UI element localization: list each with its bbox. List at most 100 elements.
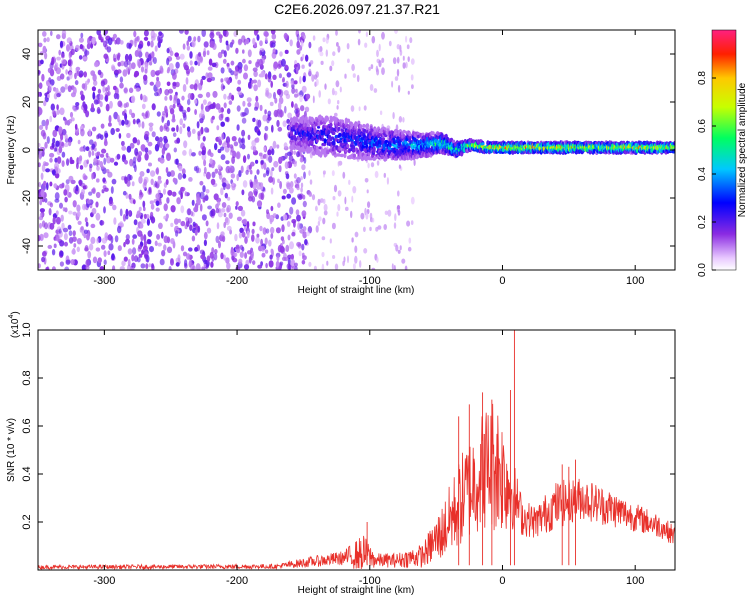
- noise-cell: [121, 260, 126, 267]
- noise-cell: [205, 189, 210, 194]
- noise-cell: [172, 81, 177, 87]
- noise-cell: [154, 240, 158, 247]
- noise-cell: [88, 243, 94, 251]
- faint-noise-cell: [397, 209, 401, 216]
- noise-cell: [165, 167, 169, 174]
- noise-cell: [181, 95, 185, 101]
- noise-cell: [169, 50, 174, 57]
- noise-cell: [124, 112, 128, 121]
- noise-cell: [189, 51, 193, 59]
- noise-cell: [223, 221, 226, 229]
- noise-cell: [59, 250, 64, 257]
- signal-cell: [362, 123, 366, 128]
- faint-noise-cell: [384, 210, 389, 215]
- noise-cell: [123, 86, 128, 95]
- noise-cell: [181, 109, 187, 115]
- noise-cell: [175, 262, 180, 267]
- noise-cell: [38, 263, 41, 269]
- noise-cell: [231, 136, 237, 142]
- noise-cell: [101, 189, 105, 194]
- faint-noise-cell: [406, 44, 410, 50]
- noise-cell: [164, 96, 168, 101]
- noise-cell: [246, 221, 250, 229]
- noise-cell: [230, 173, 236, 179]
- noise-cell: [72, 86, 77, 95]
- noise-cell: [185, 68, 191, 75]
- noise-cell: [207, 66, 213, 71]
- noise-cell: [64, 196, 68, 203]
- noise-cell: [270, 30, 276, 35]
- faint-noise-cell: [392, 57, 397, 65]
- noise-cell: [281, 78, 285, 83]
- noise-cell: [211, 62, 217, 68]
- noise-cell: [197, 225, 201, 233]
- noise-cell: [143, 234, 147, 242]
- faint-noise-cell: [337, 190, 342, 197]
- noise-cell: [85, 146, 90, 152]
- faint-noise-cell: [367, 162, 370, 169]
- figure-title: C2E6.2026.097.21.37.R21: [274, 1, 440, 17]
- noise-cell: [72, 105, 75, 110]
- colorbar-tick-label: 0.0: [697, 263, 708, 277]
- faint-noise-cell: [351, 63, 355, 72]
- x-tick-label: -200: [226, 275, 248, 287]
- faint-noise-cell: [399, 49, 403, 56]
- noise-cell: [275, 260, 280, 268]
- noise-cell: [72, 200, 77, 208]
- noise-cell: [226, 262, 231, 270]
- noise-cell: [291, 197, 297, 205]
- noise-cell: [75, 184, 79, 192]
- noise-cell: [46, 182, 49, 191]
- noise-cell: [282, 188, 287, 194]
- faint-noise-cell: [387, 209, 392, 217]
- noise-cell: [83, 71, 87, 78]
- noise-cell: [49, 152, 55, 158]
- noise-cell: [43, 37, 47, 43]
- noise-cell: [152, 33, 157, 38]
- noise-cell: [166, 246, 173, 254]
- noise-cell: [107, 37, 113, 46]
- noise-cell: [187, 92, 193, 100]
- noise-cell: [293, 80, 298, 85]
- signal-cell: [363, 128, 367, 133]
- noise-cell: [270, 169, 273, 178]
- signal-cell: [350, 141, 354, 146]
- signal-cell: [304, 116, 308, 121]
- noise-cell: [252, 260, 256, 265]
- noise-cell: [150, 170, 156, 177]
- noise-cell: [113, 111, 119, 120]
- spectrogram-x-axis: -300 -200 -100 0 100: [93, 30, 644, 287]
- noise-cell: [174, 218, 179, 225]
- noise-cell: [50, 103, 55, 111]
- faint-noise-cell: [371, 267, 376, 270]
- noise-cell: [84, 245, 89, 251]
- faint-noise-cell: [329, 238, 332, 244]
- noise-cell: [191, 39, 196, 48]
- noise-cell: [276, 119, 280, 128]
- noise-cell: [159, 157, 165, 164]
- noise-cell: [235, 201, 239, 207]
- noise-cell: [192, 221, 196, 227]
- noise-cell: [103, 53, 109, 60]
- noise-cell: [89, 163, 93, 169]
- faint-noise-cell: [378, 43, 381, 52]
- noise-cell: [123, 241, 126, 248]
- noise-cell: [255, 236, 260, 244]
- noise-cell: [231, 156, 236, 165]
- faint-noise-cell: [376, 68, 380, 76]
- noise-cell: [221, 133, 225, 141]
- faint-noise-cell: [308, 68, 312, 77]
- faint-noise-cell: [312, 35, 316, 41]
- noise-cell: [268, 176, 274, 183]
- noise-cell: [248, 191, 254, 199]
- noise-cell: [243, 72, 248, 80]
- noise-cell: [205, 72, 209, 79]
- noise-cell: [258, 58, 264, 67]
- noise-cell: [244, 252, 248, 259]
- noise-cell: [217, 164, 222, 170]
- noise-cell: [136, 139, 141, 146]
- colorbar-ticks: 0.00.20.40.60.8: [697, 71, 716, 277]
- signal-cell: [352, 153, 356, 158]
- noise-cell: [190, 211, 194, 217]
- noise-cell: [123, 256, 128, 262]
